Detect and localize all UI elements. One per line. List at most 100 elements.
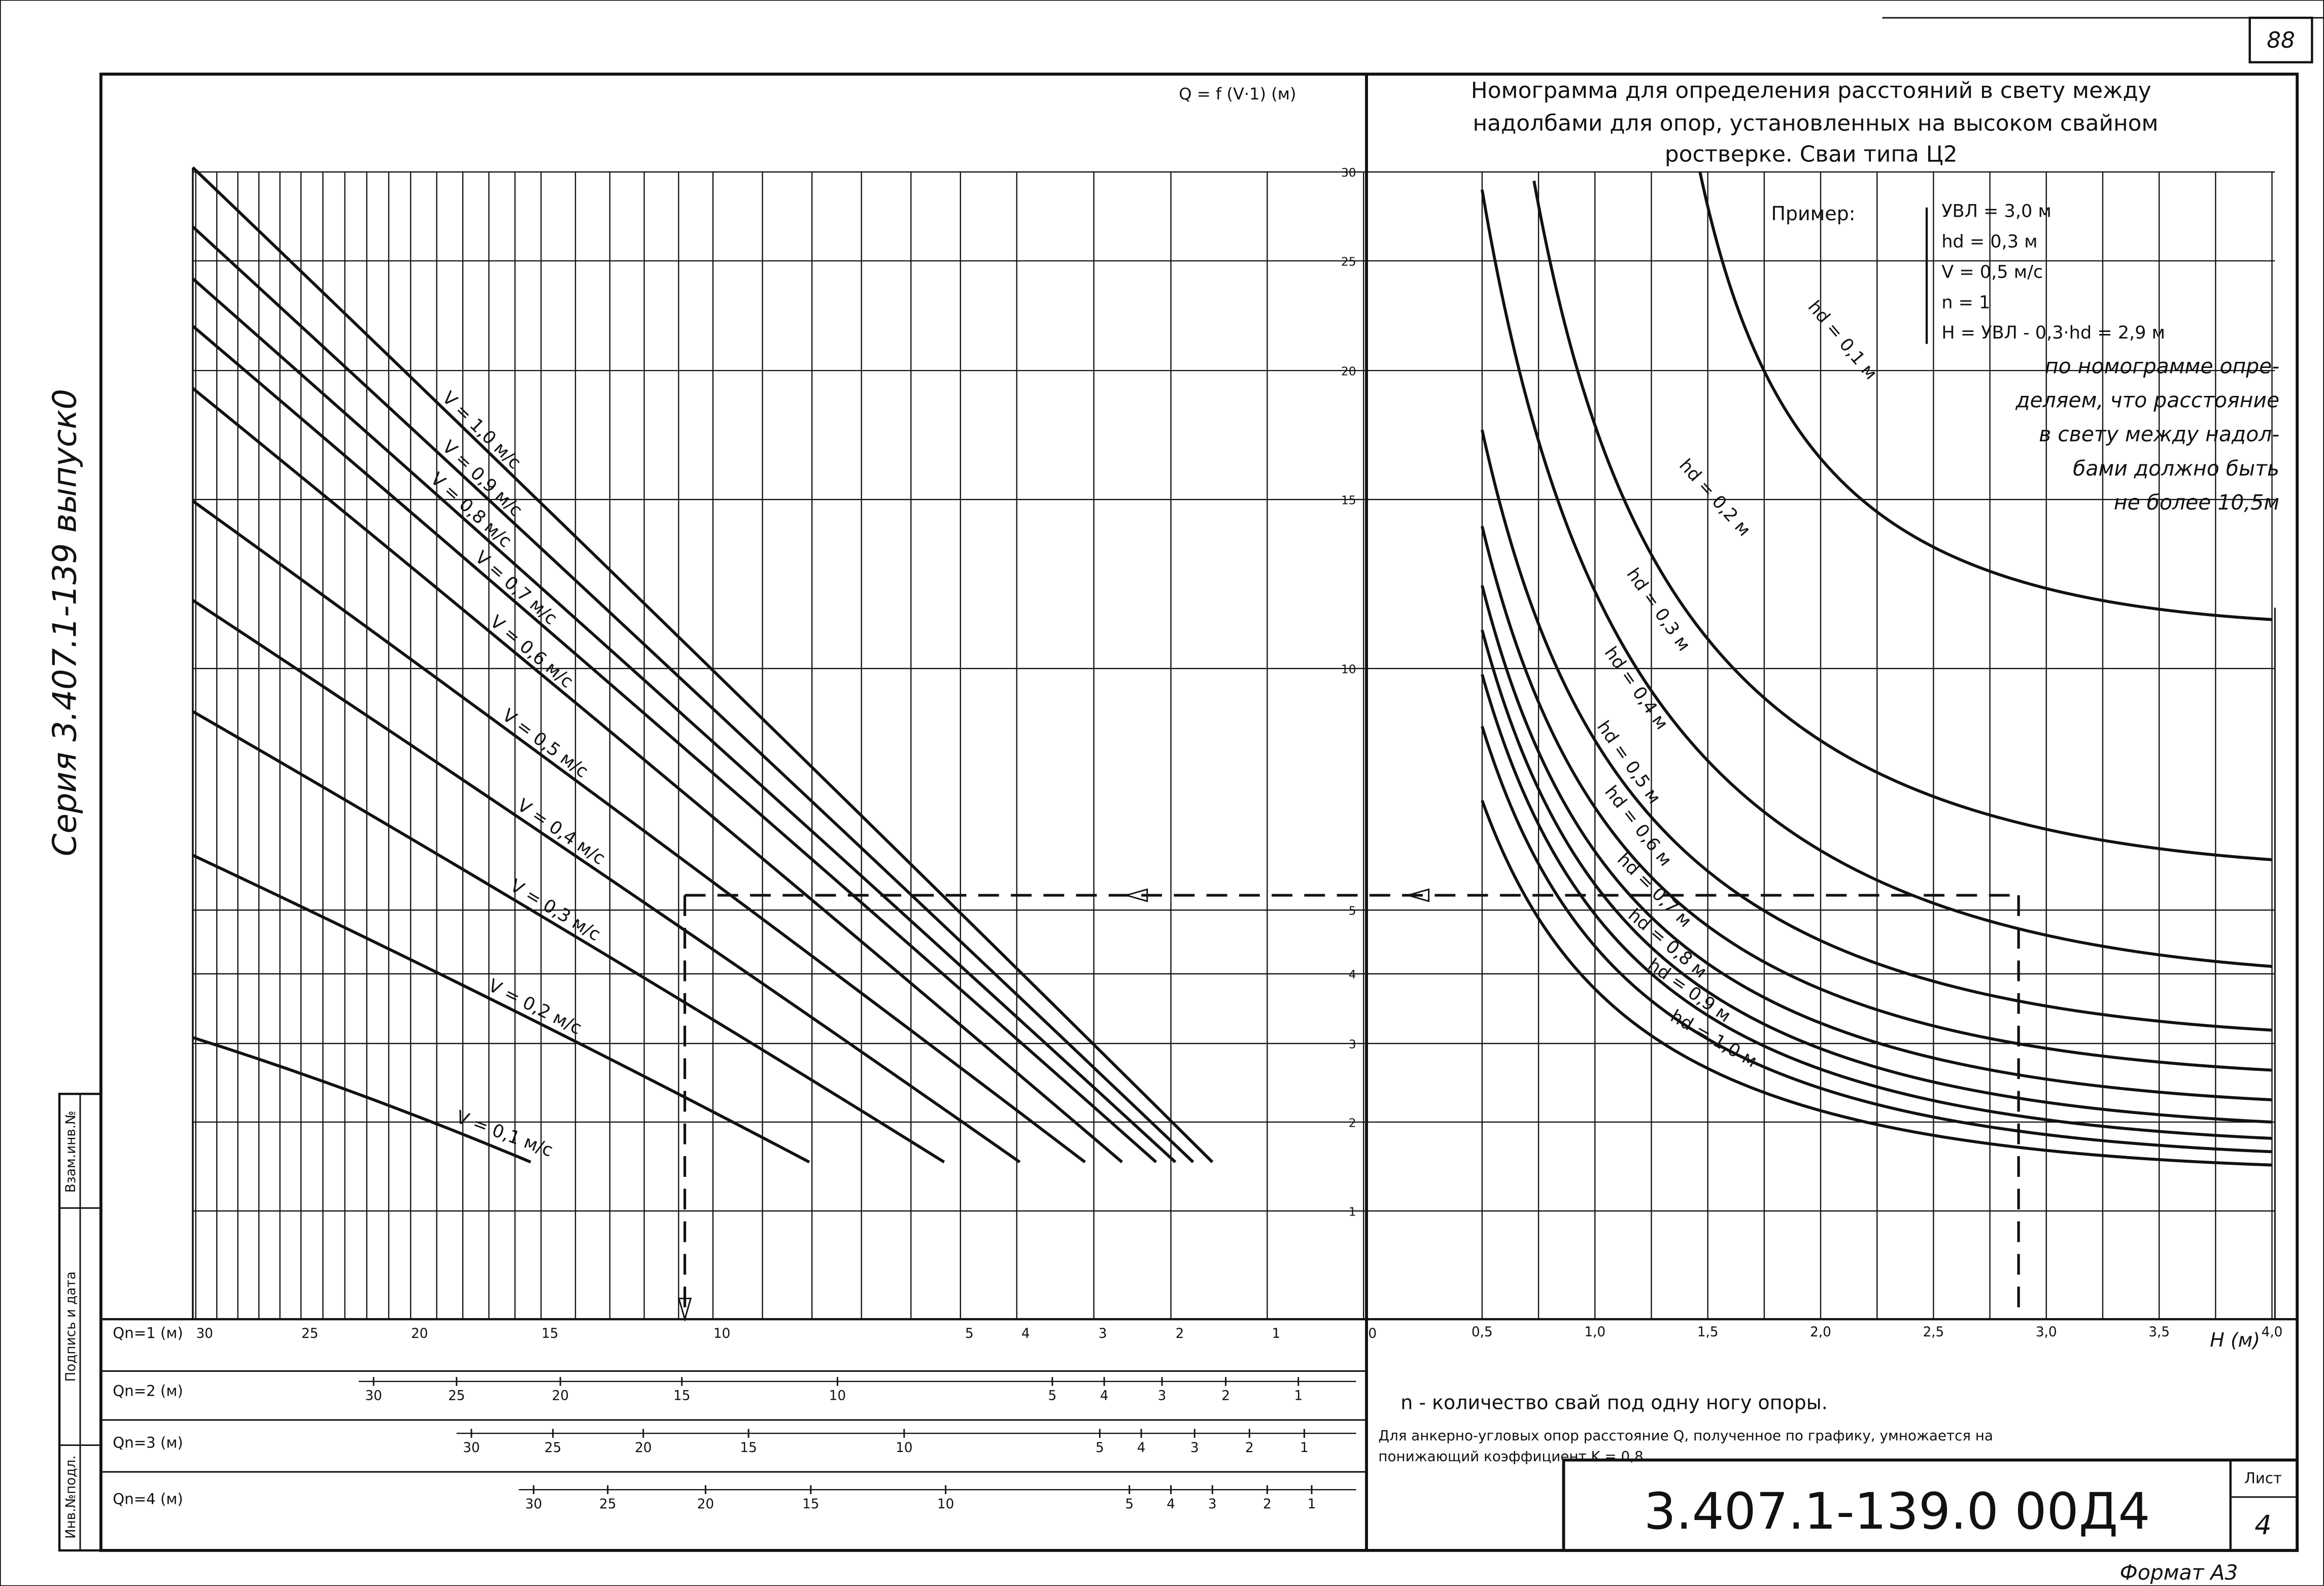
x-tick-label: 2,0: [1810, 1325, 1831, 1340]
hd-curve: [1481, 674, 2272, 1140]
scale-tick-label: 20: [411, 1326, 428, 1341]
hd-curve: [1481, 800, 2272, 1167]
curve-label: V = 0,4 м/с: [514, 795, 609, 869]
scale-tick-label: 0: [1368, 1326, 1377, 1341]
scale-tick-label: 10: [829, 1389, 846, 1404]
curve-label: hd = 0,2 м: [1675, 455, 1755, 540]
scale-label: Qn=2 (м): [113, 1382, 183, 1399]
side-title: Серия 3.407.1-139 выпуск0: [46, 389, 84, 856]
v-curve: [192, 499, 1086, 1164]
v-curve: [192, 599, 1021, 1164]
v-curve: [191, 166, 1214, 1163]
scale-tick-label: 15: [802, 1497, 819, 1512]
y-tick-label: 5: [1349, 904, 1356, 918]
page-number-box: [2248, 16, 2313, 63]
example-line: H = УВЛ - 0,3·hd = 2,9 м: [1941, 322, 2165, 343]
sheet-number: 4: [2254, 1510, 2271, 1541]
y-tick-label: 10: [1341, 662, 1356, 677]
curve-label: V = 0,2 м/с: [485, 975, 585, 1039]
note: понижающий коэффициент K = 0,8: [1378, 1448, 1643, 1465]
y-tick-label: 4: [1349, 967, 1356, 982]
stamp-label: Инв.№подл.: [63, 1456, 79, 1539]
example-line: УВЛ = 3,0 м: [1941, 201, 2052, 222]
v-curve: [192, 387, 1123, 1163]
scale-tick-label: 10: [896, 1440, 912, 1456]
x-tick-label: 1,5: [1697, 1325, 1719, 1340]
scale-tick-label: 4: [1021, 1326, 1030, 1341]
scale-tick-label: 1: [1294, 1389, 1303, 1404]
y-tick-label: 15: [1341, 493, 1356, 508]
scale-tick-label: 30: [525, 1497, 542, 1512]
hd-curve: [1480, 189, 2272, 968]
x-tick-label: 0,5: [1472, 1325, 1493, 1340]
scale-tick-label: 15: [541, 1326, 558, 1341]
scale-tick-label: 25: [301, 1326, 318, 1341]
x-tick-label: 3,0: [2036, 1325, 2057, 1340]
scale-tick-label: 1: [1272, 1326, 1281, 1341]
example-line: деляем, что расстояние: [2015, 388, 2279, 412]
hd-curve: [1698, 172, 2272, 621]
code-box: [1562, 1458, 2299, 1552]
grid: [192, 167, 2276, 1320]
v-curve: [191, 225, 1194, 1163]
scale-tick-label: 3: [1099, 1326, 1107, 1341]
curve-label: V = 0,5 м/с: [498, 705, 592, 782]
curve-label: V = 0,6 м/с: [486, 611, 577, 692]
stamp-label: Подпись и дата: [63, 1271, 79, 1382]
scale-tick-label: 25: [448, 1389, 465, 1404]
x-tick-label: 1,0: [1584, 1325, 1605, 1340]
v-curve: [192, 277, 1177, 1163]
scale-tick-label: 5: [1125, 1497, 1134, 1512]
scale-tick-label: 30: [196, 1326, 213, 1341]
title-line: ростверке. Сваи типа Ц2: [1665, 142, 1958, 167]
scale-tick-label: 1: [1300, 1440, 1309, 1456]
hd-curve: [1480, 429, 2272, 1032]
curve-label: V = 0,1 м/с: [453, 1106, 556, 1161]
scale-tick-label: 10: [713, 1326, 730, 1341]
note: n - количество свай под одну ногу опоры.: [1400, 1391, 1828, 1413]
scale-tick-label: 25: [544, 1440, 561, 1456]
scale-tick-label: 3: [1208, 1497, 1217, 1512]
scale-tick-label: 20: [697, 1497, 714, 1512]
example-heading: Пример:: [1771, 203, 1855, 225]
scale-tick-label: 2: [1263, 1497, 1272, 1512]
example-line: hd = 0,3 м: [1941, 231, 2037, 252]
scale-tick-label: 3: [1190, 1440, 1199, 1456]
scale-tick-label: 2: [1221, 1389, 1230, 1404]
stamp-label: Взам.инв.№: [63, 1110, 79, 1193]
v-curve: [192, 854, 810, 1164]
y-tick-label: 3: [1349, 1037, 1356, 1051]
page-number: 88: [2267, 27, 2295, 53]
example-line: по номограмме опре-: [2045, 354, 2279, 378]
v-curve: [192, 710, 945, 1164]
hd-curve: [1481, 629, 2272, 1124]
scale-tick-label: 10: [937, 1497, 954, 1512]
sheet-label: Лист: [2244, 1470, 2282, 1487]
scale-tick-label: 5: [965, 1326, 974, 1341]
v-curve: [192, 1036, 531, 1164]
x-axis-label: H (м): [2210, 1329, 2260, 1352]
scale-tick-label: 20: [552, 1389, 569, 1404]
scale-tick-label: 2: [1245, 1440, 1254, 1456]
example-line: в свету между надол-: [2039, 422, 2279, 447]
y-tick-label: 30: [1341, 165, 1356, 180]
hd-curve: [1481, 526, 2272, 1072]
scale-tick-label: 4: [1100, 1389, 1109, 1404]
arrow: [677, 888, 1430, 1322]
frame: [99, 73, 2299, 1552]
y-tick-label: 20: [1341, 364, 1356, 379]
scale-tick-label: 4: [1167, 1497, 1175, 1512]
x-tick-label: 3,5: [2148, 1325, 2170, 1340]
scale-tick-label: 5: [1048, 1389, 1057, 1404]
x-tick-label: 2,5: [1923, 1325, 1944, 1340]
scale-tick-label: 15: [740, 1440, 757, 1456]
scale-label: Qn=1 (м): [113, 1325, 183, 1342]
scale-tick-label: 30: [365, 1389, 382, 1404]
y-tick-label: 2: [1349, 1116, 1356, 1130]
scale-tick-label: 20: [635, 1440, 652, 1456]
example-line: не более 10,5м: [2114, 490, 2279, 515]
example-line: n = 1: [1941, 292, 1990, 313]
title-line: надолбами для опор, установленных на выс…: [1473, 110, 2158, 136]
